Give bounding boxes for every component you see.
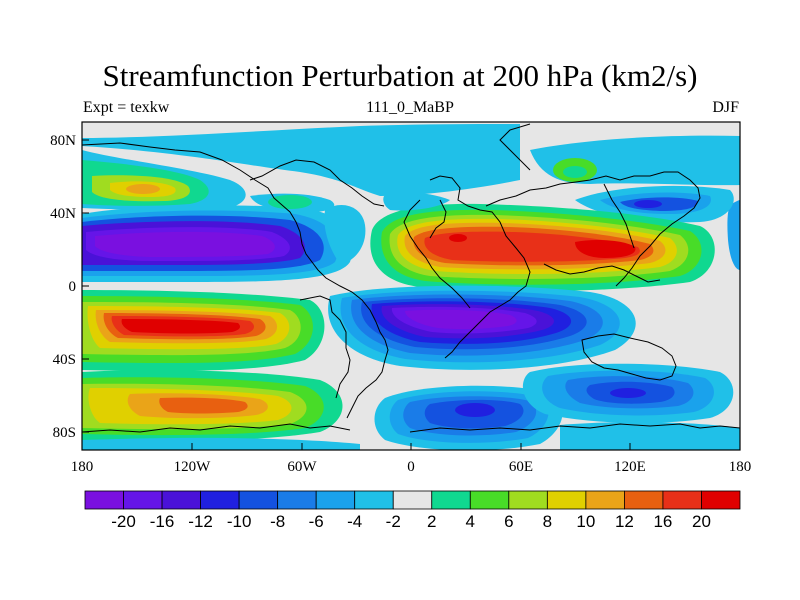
colorbar-swatch [508, 490, 548, 510]
southern-indian-low [374, 385, 563, 450]
colorbar: -20 -16 -12 -10 -8 -6 -4 -2 2 4 6 8 10 12 16 20 [84, 490, 741, 531]
axis-ticks [81, 139, 741, 450]
x-tick-label: 60E [509, 459, 533, 475]
colorbar-swatch [84, 490, 124, 510]
case-label: 111_0_MaBP [366, 99, 454, 116]
tropical-pacific-low-east-edge [727, 200, 740, 270]
atlantic-low [324, 192, 450, 264]
colorbar-swatch [585, 490, 625, 510]
colorbar-swatch [200, 490, 240, 510]
australian-south-low [522, 363, 734, 423]
experiment-label: Expt = texkw [83, 99, 170, 116]
x-tick-label: 120W [174, 459, 212, 475]
colorbar-label: 2 [427, 512, 436, 531]
colorbar-label: -4 [347, 512, 362, 531]
colorbar-swatch [624, 490, 664, 510]
colorbar-swatch [277, 490, 317, 510]
map-field [82, 122, 740, 450]
y-tick-label: 0 [69, 279, 77, 295]
x-tick-label: 60W [287, 459, 317, 475]
y-axis-labels: 80N 40N 0 40S 80S [50, 133, 76, 441]
colorbar-label: 16 [653, 512, 672, 531]
colorbar-swatch [546, 490, 587, 510]
colorbar-swatch [238, 490, 279, 510]
colorbar-label: 6 [504, 512, 513, 531]
chart-title: Streamfunction Perturbation at 200 hPa (… [102, 58, 698, 93]
indian-ocean-low [328, 285, 636, 370]
colorbar-swatch [123, 490, 163, 510]
colorbar-label: 8 [543, 512, 552, 531]
colorbar-swatch [469, 490, 510, 510]
y-tick-label: 40N [50, 206, 76, 222]
y-tick-label: 80N [50, 133, 76, 149]
north-pacific-high [82, 150, 246, 210]
antarctic-edge [82, 422, 740, 450]
colorbar-label: -10 [227, 512, 252, 531]
coastlines [82, 123, 740, 433]
colorbar-swatch [161, 490, 201, 510]
x-axis-labels: 180 120W 60W 0 60E 120E 180 [71, 459, 752, 475]
x-tick-label: 0 [407, 459, 415, 475]
colorbar-swatch [354, 490, 394, 510]
south-pacific-high [82, 290, 325, 371]
x-tick-label: 120E [614, 459, 646, 475]
colorbar-label: -12 [188, 512, 213, 531]
colorbar-label: -6 [309, 512, 324, 531]
colorbar-swatch [315, 490, 356, 510]
colorbar-label: -8 [270, 512, 285, 531]
x-tick-label: 180 [71, 459, 94, 475]
season-label: DJF [712, 99, 739, 116]
colorbar-swatch [662, 490, 702, 510]
southern-ocean-high [82, 370, 343, 442]
colorbar-label: -20 [111, 512, 136, 531]
africa-asia-high [370, 203, 715, 292]
y-tick-label: 40S [53, 352, 76, 368]
colorbar-label: 4 [466, 512, 475, 531]
colorbar-swatch [431, 490, 471, 510]
colorbar-swatch [701, 490, 741, 510]
colorbar-label: -2 [386, 512, 401, 531]
colorbar-swatch [392, 490, 433, 510]
y-tick-label: 80S [53, 425, 76, 441]
x-tick-label: 180 [729, 459, 752, 475]
tropical-pacific-low [82, 205, 353, 282]
colorbar-label: 10 [576, 512, 595, 531]
colorbar-label: 20 [692, 512, 711, 531]
colorbar-label: 12 [615, 512, 634, 531]
colorbar-label: -16 [150, 512, 175, 531]
arctic-band [82, 124, 740, 212]
